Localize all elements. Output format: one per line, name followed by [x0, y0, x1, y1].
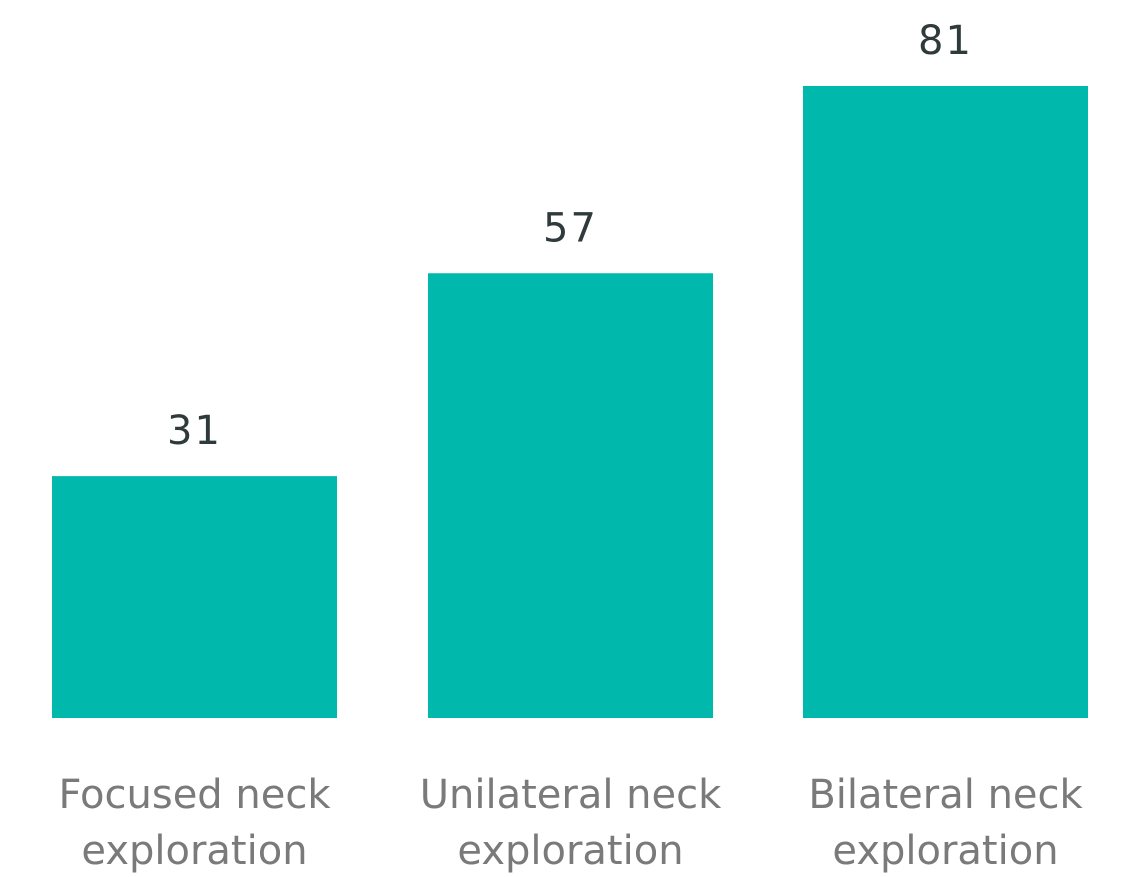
data-label-0: 31 [167, 408, 222, 454]
data-label-2: 81 [918, 18, 973, 64]
bar-1 [428, 273, 713, 718]
category-label-2-line-0: Bilateral neck [808, 772, 1083, 818]
bar-0 [52, 476, 337, 718]
category-label-2-line-1: exploration [832, 828, 1058, 874]
bar-2 [803, 86, 1088, 718]
category-label-0-line-0: Focused neck [58, 772, 331, 818]
data-label-1: 57 [543, 205, 598, 251]
category-label-1-line-1: exploration [457, 828, 683, 874]
category-label-1-line-0: Unilateral neck [420, 772, 722, 818]
category-label-0-line-1: exploration [81, 828, 307, 874]
